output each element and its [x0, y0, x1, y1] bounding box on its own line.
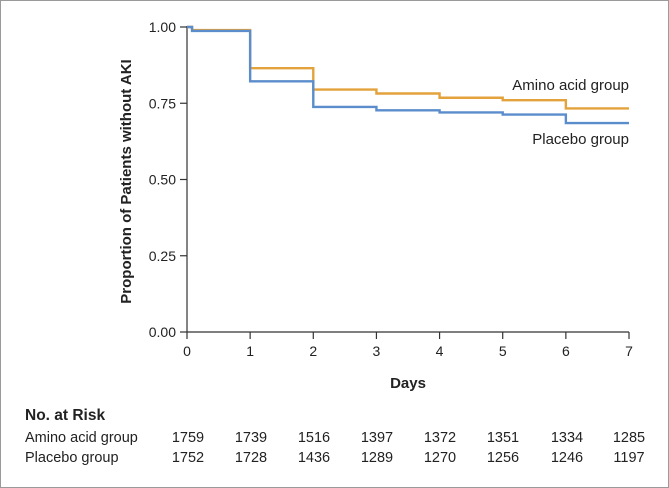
risk-value: 1197: [613, 450, 644, 466]
risk-value: 1516: [298, 430, 330, 446]
risk-table-title: No. at Risk: [25, 407, 105, 424]
y-ticks: 0.00 0.25 0.50 0.75 1.00: [149, 19, 187, 340]
y-axis-title: Proportion of Patients without AKI: [118, 59, 135, 303]
risk-values: 1759 1739 1516 1397 1372 1351 1334 1285 1752 1728…: [172, 430, 645, 466]
risk-row-label-placebo: Placebo group: [25, 450, 119, 466]
risk-table: No. at Risk Amino acid group Placebo gro…: [25, 407, 645, 466]
risk-value: 1256: [487, 450, 519, 466]
y-tick-label: 0.50: [149, 172, 176, 188]
series-label-placebo: Placebo group: [532, 131, 629, 148]
risk-value: 1728: [235, 450, 267, 466]
x-tick-label: 1: [246, 343, 254, 359]
y-tick-label: 0.25: [149, 248, 176, 264]
risk-value: 1246: [551, 450, 583, 466]
risk-value: 1397: [361, 430, 393, 446]
risk-value: 1289: [361, 450, 393, 466]
risk-value: 1436: [298, 450, 330, 466]
axes: [186, 26, 629, 333]
risk-row-label-amino: Amino acid group: [25, 430, 138, 446]
x-axis-title: Days: [390, 375, 426, 392]
y-tick-label: 0.75: [149, 95, 176, 111]
y-tick-label: 0.00: [149, 324, 176, 340]
x-tick-label: 5: [499, 343, 507, 359]
series-line-placebo: [187, 25, 629, 125]
risk-value: 1752: [172, 450, 204, 466]
x-tick-label: 4: [436, 343, 444, 359]
series-label-amino: Amino acid group: [512, 77, 629, 94]
risk-value: 1372: [424, 430, 456, 446]
x-tick-label: 3: [373, 343, 381, 359]
x-tick-label: 2: [309, 343, 317, 359]
y-tick-label: 1.00: [149, 19, 176, 35]
series-layer: [187, 25, 629, 125]
x-tick-label: 6: [562, 343, 570, 359]
series-line-amino: [187, 25, 629, 110]
risk-value: 1739: [235, 430, 267, 446]
x-tick-label: 0: [183, 343, 191, 359]
x-tick-label: 7: [625, 343, 633, 359]
risk-value: 1334: [551, 430, 583, 446]
risk-value: 1759: [172, 430, 204, 446]
risk-value: 1351: [487, 430, 519, 446]
risk-value: 1285: [613, 430, 645, 446]
x-ticks: 0 1 2 3 4 5 6 7: [183, 332, 633, 359]
risk-value: 1270: [424, 450, 456, 466]
